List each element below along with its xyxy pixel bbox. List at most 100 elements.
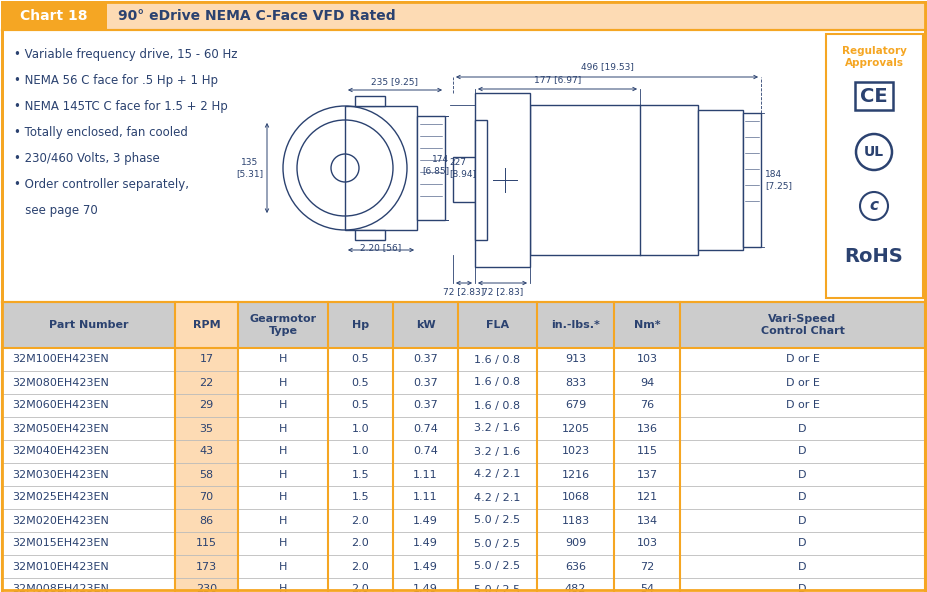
Text: H: H bbox=[279, 539, 287, 549]
Text: H: H bbox=[279, 469, 287, 480]
Text: H: H bbox=[279, 423, 287, 433]
Text: 0.37: 0.37 bbox=[413, 378, 438, 388]
Text: 135
[5.31]: 135 [5.31] bbox=[235, 158, 263, 178]
Text: 32M040EH423EN: 32M040EH423EN bbox=[12, 446, 108, 456]
Bar bbox=[175, 509, 238, 532]
Text: 174
[6.85]: 174 [6.85] bbox=[422, 155, 449, 175]
Text: 72: 72 bbox=[640, 561, 654, 571]
Text: • NEMA 56 C face for .5 Hp + 1 Hp: • NEMA 56 C face for .5 Hp + 1 Hp bbox=[14, 74, 218, 87]
Text: 1.49: 1.49 bbox=[413, 516, 438, 526]
Text: 1205: 1205 bbox=[562, 423, 590, 433]
Text: 1183: 1183 bbox=[562, 516, 590, 526]
Bar bbox=[2, 578, 925, 592]
Text: Hp: Hp bbox=[352, 320, 369, 330]
Text: 35: 35 bbox=[199, 423, 213, 433]
Bar bbox=[453, 157, 475, 202]
Text: 32M020EH423EN: 32M020EH423EN bbox=[12, 516, 108, 526]
Bar bbox=[743, 113, 761, 247]
Text: 833: 833 bbox=[565, 378, 586, 388]
Bar bbox=[855, 82, 893, 110]
Text: H: H bbox=[279, 355, 287, 365]
Text: D: D bbox=[798, 423, 806, 433]
Bar bbox=[475, 120, 487, 240]
Text: 1.49: 1.49 bbox=[413, 561, 438, 571]
Text: D: D bbox=[798, 584, 806, 592]
Text: 72 [2.83]: 72 [2.83] bbox=[443, 287, 485, 296]
Text: 1.6 / 0.8: 1.6 / 0.8 bbox=[475, 355, 521, 365]
Text: 54: 54 bbox=[640, 584, 654, 592]
Text: 1.49: 1.49 bbox=[413, 584, 438, 592]
Bar bbox=[2, 394, 925, 417]
Text: in.-lbs.*: in.-lbs.* bbox=[551, 320, 600, 330]
Bar bbox=[175, 417, 238, 440]
Text: H: H bbox=[279, 561, 287, 571]
Text: 1.49: 1.49 bbox=[413, 539, 438, 549]
Text: 0.5: 0.5 bbox=[351, 378, 369, 388]
Text: 4.2 / 2.1: 4.2 / 2.1 bbox=[475, 469, 521, 480]
Text: FLA: FLA bbox=[486, 320, 509, 330]
Text: H: H bbox=[279, 516, 287, 526]
Text: D: D bbox=[798, 516, 806, 526]
Text: UL: UL bbox=[864, 145, 884, 159]
Text: 235 [9.25]: 235 [9.25] bbox=[372, 77, 418, 86]
Text: 227
[8.94]: 227 [8.94] bbox=[449, 158, 476, 178]
Text: Gearmotor
Type: Gearmotor Type bbox=[249, 314, 316, 336]
Text: • Totally enclosed, fan cooled: • Totally enclosed, fan cooled bbox=[14, 126, 188, 139]
Bar bbox=[826, 34, 923, 298]
Text: D: D bbox=[798, 539, 806, 549]
Bar bbox=[2, 348, 925, 371]
Bar bbox=[530, 105, 698, 255]
Text: 76: 76 bbox=[640, 401, 654, 410]
Text: • Variable frequency drive, 15 - 60 Hz: • Variable frequency drive, 15 - 60 Hz bbox=[14, 48, 237, 61]
Text: 1.0: 1.0 bbox=[351, 423, 369, 433]
Bar bbox=[175, 486, 238, 509]
Text: 2.0: 2.0 bbox=[351, 516, 369, 526]
Text: 29: 29 bbox=[199, 401, 213, 410]
Text: 1068: 1068 bbox=[562, 493, 590, 503]
Text: D: D bbox=[798, 446, 806, 456]
Text: 909: 909 bbox=[565, 539, 586, 549]
Text: 4.2 / 2.1: 4.2 / 2.1 bbox=[475, 493, 521, 503]
Text: CE: CE bbox=[860, 86, 888, 105]
Text: 1.6 / 0.8: 1.6 / 0.8 bbox=[475, 378, 521, 388]
Text: 1.5: 1.5 bbox=[351, 493, 369, 503]
Bar bbox=[2, 2, 925, 30]
Text: 115: 115 bbox=[637, 446, 657, 456]
Text: 103: 103 bbox=[637, 539, 657, 549]
Text: 32M080EH423EN: 32M080EH423EN bbox=[12, 378, 108, 388]
Text: 32M030EH423EN: 32M030EH423EN bbox=[12, 469, 108, 480]
Text: Nm*: Nm* bbox=[634, 320, 660, 330]
Text: 134: 134 bbox=[637, 516, 657, 526]
Bar bbox=[417, 116, 445, 220]
Text: 72 [2.83]: 72 [2.83] bbox=[482, 287, 523, 296]
Bar bbox=[175, 371, 238, 394]
Text: Vari-Speed
Control Chart: Vari-Speed Control Chart bbox=[760, 314, 844, 336]
Bar bbox=[2, 555, 925, 578]
Text: D: D bbox=[798, 493, 806, 503]
Text: 679: 679 bbox=[565, 401, 586, 410]
Text: D: D bbox=[798, 561, 806, 571]
Bar bbox=[2, 486, 925, 509]
Text: 32M025EH423EN: 32M025EH423EN bbox=[12, 493, 108, 503]
Text: 1023: 1023 bbox=[562, 446, 590, 456]
Text: • NEMA 145TC C face for 1.5 + 2 Hp: • NEMA 145TC C face for 1.5 + 2 Hp bbox=[14, 100, 228, 113]
Text: 5.0 / 2.5: 5.0 / 2.5 bbox=[475, 539, 521, 549]
Text: 913: 913 bbox=[565, 355, 586, 365]
Text: Chart 18: Chart 18 bbox=[20, 9, 88, 23]
Bar bbox=[2, 463, 925, 486]
Text: 32M015EH423EN: 32M015EH423EN bbox=[12, 539, 108, 549]
Bar bbox=[175, 394, 238, 417]
Text: D or E: D or E bbox=[785, 401, 819, 410]
Text: D: D bbox=[798, 469, 806, 480]
Text: 2.0: 2.0 bbox=[351, 584, 369, 592]
Text: H: H bbox=[279, 401, 287, 410]
Bar bbox=[2, 532, 925, 555]
Bar bbox=[475, 93, 530, 267]
Text: 184
[7.25]: 184 [7.25] bbox=[765, 170, 792, 189]
Bar bbox=[175, 302, 238, 348]
Text: H: H bbox=[279, 378, 287, 388]
Text: 1.6 / 0.8: 1.6 / 0.8 bbox=[475, 401, 521, 410]
Text: Regulatory
Approvals: Regulatory Approvals bbox=[842, 46, 907, 69]
Text: 43: 43 bbox=[199, 446, 213, 456]
Text: 496 [19.53]: 496 [19.53] bbox=[580, 62, 633, 71]
